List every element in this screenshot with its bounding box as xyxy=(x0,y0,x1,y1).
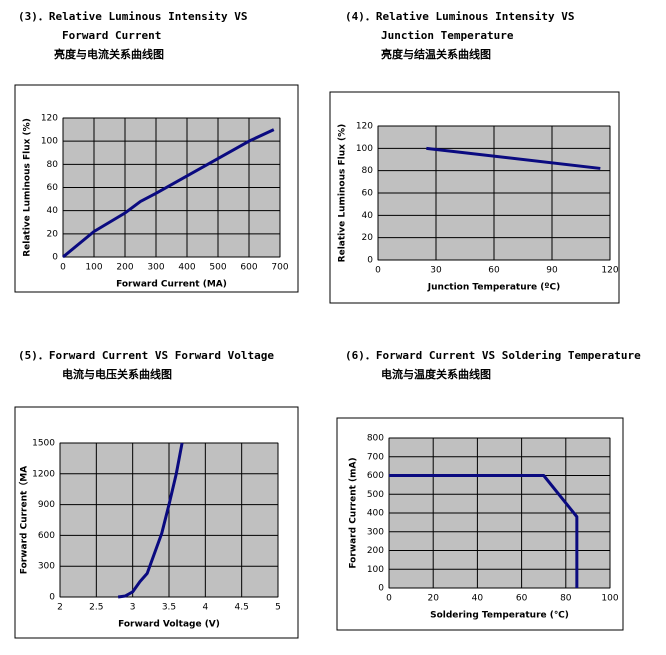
section-heading: 电流与温度关系曲线图 xyxy=(381,367,491,381)
data-line xyxy=(389,474,579,588)
y-tick-label: 600 xyxy=(367,471,384,481)
x-tick-label: 3 xyxy=(130,603,136,613)
x-tick-label: 60 xyxy=(488,266,500,276)
y-tick-label: 1500 xyxy=(32,439,55,449)
x-tick-label: 500 xyxy=(209,263,226,273)
x-tick-label: 0 xyxy=(375,266,381,276)
x-tick-label: 3.5 xyxy=(162,603,176,613)
y-tick-label: 80 xyxy=(362,166,374,176)
x-tick-label: 60 xyxy=(516,594,528,604)
section-heading: (3)．Relative Luminous Intensity VS xyxy=(18,10,248,23)
y-tick-label: 1200 xyxy=(32,469,55,479)
y-tick-label: 600 xyxy=(38,531,55,541)
y-tick-label: 60 xyxy=(362,189,374,199)
x-tick-label: 400 xyxy=(178,263,195,273)
section-heading: 电流与电压关系曲线图 xyxy=(62,367,172,381)
x-tick-label: 120 xyxy=(601,266,618,276)
y-tick-label: 40 xyxy=(47,206,59,216)
x-tick-label: 80 xyxy=(560,594,572,604)
y-tick-label: 300 xyxy=(367,527,384,537)
x-tick-label: 5 xyxy=(275,603,281,613)
y-axis-label: Relative Luminous Flux (%) xyxy=(23,118,33,257)
section-heading: (4)．Relative Luminous Intensity VS xyxy=(345,10,575,23)
section-heading: 亮度与结温关系曲线图 xyxy=(381,47,491,61)
x-tick-label: 0 xyxy=(386,594,392,604)
x-axis-label: Junction Temperature (ºC) xyxy=(427,283,560,293)
y-tick-label: 100 xyxy=(41,137,58,147)
y-axis-label: Forward Current（MA xyxy=(19,466,30,574)
x-tick-label: 300 xyxy=(147,263,164,273)
x-axis-label: Forward Current (MA) xyxy=(116,280,227,290)
x-axis-label: Soldering Temperature (℃) xyxy=(430,611,569,621)
x-tick-label: 40 xyxy=(472,594,484,604)
section-heading: Forward Current xyxy=(62,29,161,42)
y-tick-label: 800 xyxy=(367,434,384,444)
y-tick-label: 200 xyxy=(367,546,384,556)
y-tick-label: 20 xyxy=(47,229,59,239)
x-tick-label: 2.5 xyxy=(89,603,103,613)
x-tick-label: 4.5 xyxy=(235,603,249,613)
y-tick-label: 500 xyxy=(367,490,384,500)
y-tick-label: 0 xyxy=(49,593,55,603)
y-tick-label: 400 xyxy=(367,509,384,519)
y-tick-label: 120 xyxy=(41,114,58,124)
y-tick-label: 20 xyxy=(362,233,374,243)
x-tick-label: 0 xyxy=(60,263,66,273)
x-tick-label: 4 xyxy=(202,603,208,613)
x-tick-label: 2 xyxy=(57,603,63,613)
data-line xyxy=(117,442,184,599)
section-heading: 亮度与电流关系曲线图 xyxy=(54,47,164,61)
y-tick-label: 60 xyxy=(47,183,59,193)
y-tick-label: 0 xyxy=(378,584,384,594)
y-axis-label: Forward Current (mA) xyxy=(349,457,359,568)
section-heading: (6)．Forward Current VS Soldering Tempera… xyxy=(345,349,641,362)
y-axis-label: Relative Luminous Flux (%) xyxy=(338,124,348,263)
y-tick-label: 80 xyxy=(47,160,59,170)
x-axis-label: Forward Voltage (V) xyxy=(118,620,220,630)
y-tick-label: 100 xyxy=(356,144,373,154)
x-tick-label: 90 xyxy=(546,266,558,276)
y-tick-label: 100 xyxy=(367,565,384,575)
x-tick-label: 30 xyxy=(430,266,442,276)
x-tick-label: 700 xyxy=(271,263,288,273)
data-line xyxy=(426,146,601,170)
x-tick-label: 200 xyxy=(116,263,133,273)
y-tick-label: 900 xyxy=(38,500,55,510)
data-line xyxy=(62,128,275,259)
y-tick-label: 40 xyxy=(362,211,374,221)
x-tick-label: 100 xyxy=(601,594,618,604)
section-heading: (5)．Forward Current VS Forward Voltage xyxy=(18,349,274,362)
y-tick-label: 120 xyxy=(356,122,373,132)
section-heading: Junction Temperature xyxy=(381,29,514,42)
y-tick-label: 0 xyxy=(367,256,373,266)
y-tick-label: 300 xyxy=(38,562,55,572)
y-tick-label: 700 xyxy=(367,452,384,462)
x-tick-label: 600 xyxy=(240,263,257,273)
x-tick-label: 20 xyxy=(427,594,439,604)
x-tick-label: 100 xyxy=(85,263,102,273)
y-tick-label: 0 xyxy=(52,253,58,263)
